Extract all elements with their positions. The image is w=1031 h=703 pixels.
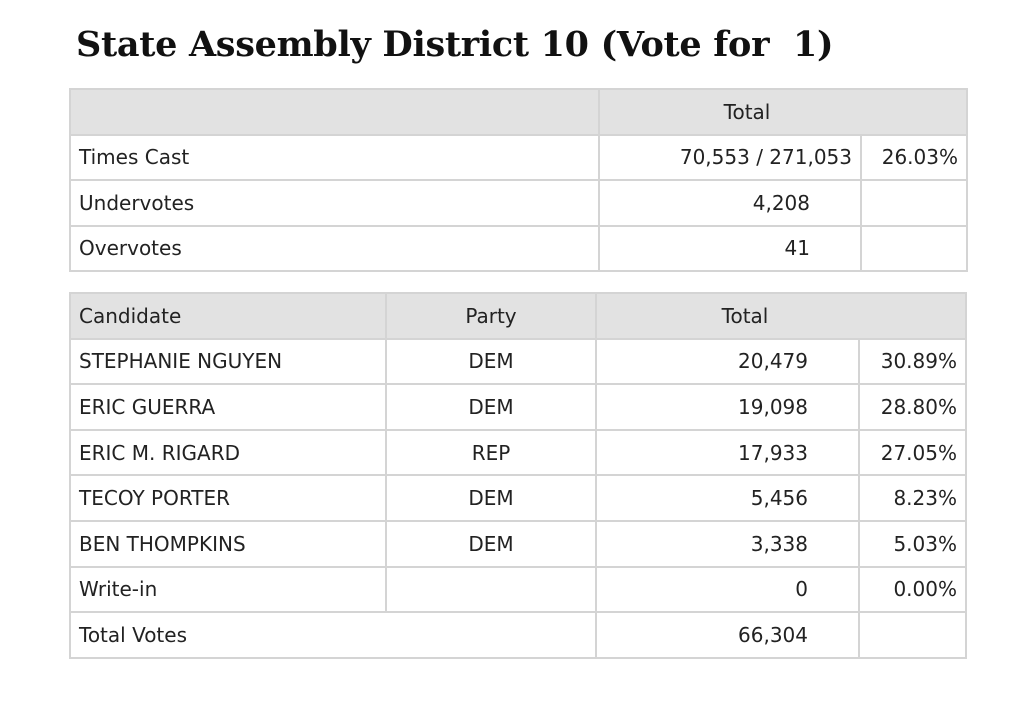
- candidate-votes: 0: [595, 565, 860, 614]
- total-votes-row: Total Votes 66,304: [69, 611, 967, 659]
- candidate-percent: 5.03%: [858, 519, 967, 568]
- candidate-party: DEM: [385, 474, 597, 522]
- candidate-percent: 27.05%: [858, 428, 967, 477]
- candidate-percent: 28.80%: [858, 383, 967, 431]
- page-title: State Assembly District 10 (Vote for 1): [76, 24, 834, 65]
- candidate-votes: 17,933: [595, 428, 860, 477]
- summary-percent: 26.03%: [860, 133, 968, 181]
- candidate-party: DEM: [385, 383, 597, 431]
- candidate-votes: 3,338: [595, 519, 860, 568]
- summary-value: 70,553 / 271,053: [598, 133, 862, 181]
- summary-row-undervotes: Undervotes 4,208: [69, 179, 968, 227]
- summary-row-times-cast: Times Cast 70,553 / 271,053 26.03%: [69, 133, 968, 181]
- summary-header-row: Total: [69, 88, 968, 136]
- summary-row-overvotes: Overvotes 41: [69, 224, 968, 272]
- table-row: Write-in 0 0.00%: [69, 565, 967, 614]
- summary-label: Overvotes: [69, 224, 600, 272]
- candidate-results-table: Candidate Party Total STEPHANIE NGUYEN D…: [69, 292, 967, 659]
- candidate-percent: 0.00%: [858, 565, 967, 614]
- results-header-row: Candidate Party Total: [69, 292, 967, 340]
- total-votes-label: Total Votes: [69, 611, 597, 659]
- table-row: BEN THOMPKINS DEM 3,338 5.03%: [69, 519, 967, 568]
- table-row: STEPHANIE NGUYEN DEM 20,479 30.89%: [69, 337, 967, 386]
- summary-header-total: Total: [598, 88, 968, 136]
- header-candidate: Candidate: [69, 292, 387, 340]
- candidate-name: STEPHANIE NGUYEN: [69, 337, 387, 386]
- table-row: ERIC GUERRA DEM 19,098 28.80%: [69, 383, 967, 431]
- summary-header-blank: [69, 88, 600, 136]
- candidate-name: ERIC M. RIGARD: [69, 428, 387, 477]
- summary-value: 41: [598, 224, 862, 272]
- summary-label: Undervotes: [69, 179, 600, 227]
- candidate-party: [385, 565, 597, 614]
- header-party: Party: [385, 292, 597, 340]
- candidate-votes: 5,456: [595, 474, 860, 522]
- candidate-name: Write-in: [69, 565, 387, 614]
- candidate-party: DEM: [385, 519, 597, 568]
- candidate-name: TECOY PORTER: [69, 474, 387, 522]
- total-votes-value: 66,304: [595, 611, 860, 659]
- candidate-percent: 8.23%: [858, 474, 967, 522]
- summary-percent: [860, 179, 968, 227]
- ballot-summary-table: Total Times Cast 70,553 / 271,053 26.03%…: [69, 88, 968, 272]
- header-total: Total: [595, 292, 967, 340]
- candidate-votes: 20,479: [595, 337, 860, 386]
- total-votes-percent: [858, 611, 967, 659]
- table-row: TECOY PORTER DEM 5,456 8.23%: [69, 474, 967, 522]
- candidate-name: ERIC GUERRA: [69, 383, 387, 431]
- candidate-votes: 19,098: [595, 383, 860, 431]
- candidate-name: BEN THOMPKINS: [69, 519, 387, 568]
- candidate-percent: 30.89%: [858, 337, 967, 386]
- candidate-party: REP: [385, 428, 597, 477]
- summary-value: 4,208: [598, 179, 862, 227]
- table-row: ERIC M. RIGARD REP 17,933 27.05%: [69, 428, 967, 477]
- summary-label: Times Cast: [69, 133, 600, 181]
- candidate-party: DEM: [385, 337, 597, 386]
- summary-percent: [860, 224, 968, 272]
